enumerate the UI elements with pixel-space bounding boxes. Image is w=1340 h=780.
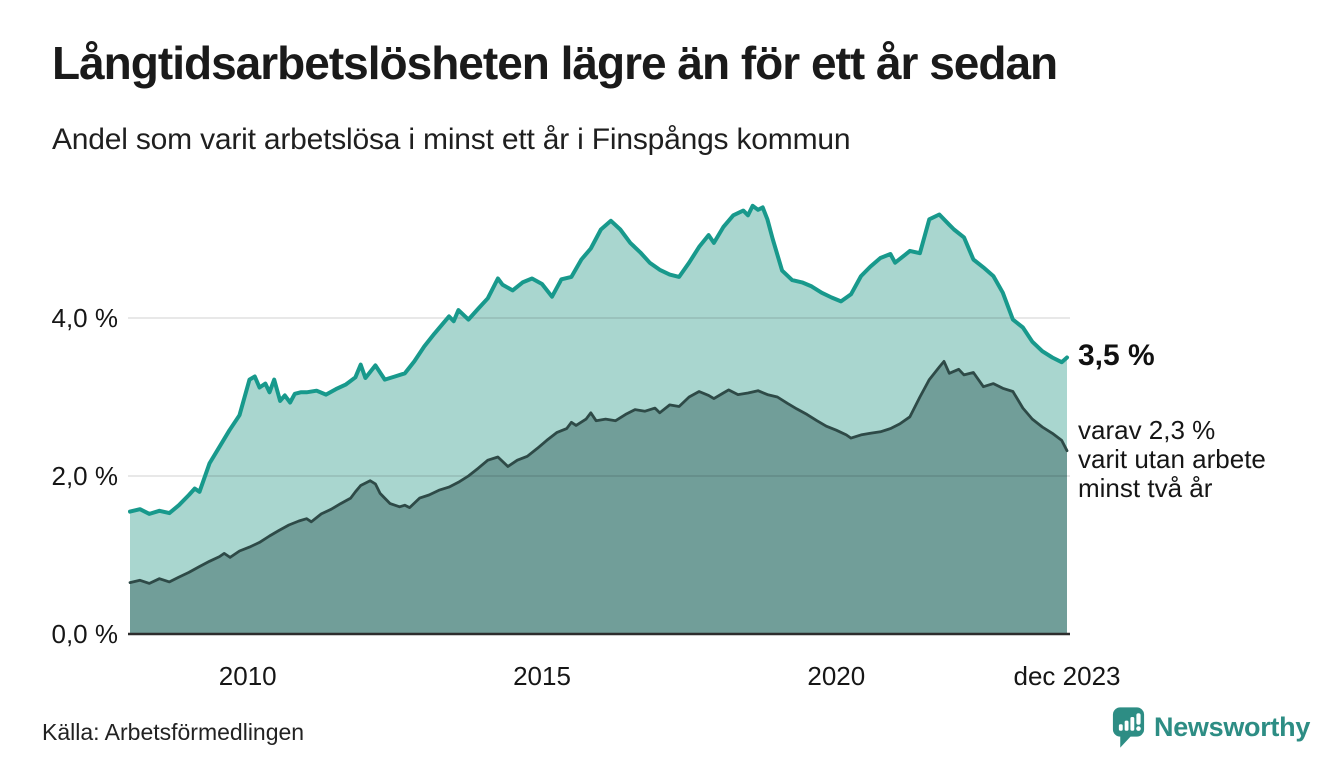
source-note: Källa: Arbetsförmedlingen [42,719,305,745]
at-least-one-year-line [128,203,1069,516]
at-least-two-years-line [128,360,1069,585]
y-tick-label: 0,0 % [51,619,119,649]
series-breakdown-label: varav 2,3 % varit utan arbete minst två … [1078,416,1266,503]
newsworthy-wordmark: Newsworthy [1154,712,1311,742]
x-tick-label: 2010 [218,661,277,691]
y-tick-label: 2,0 % [51,461,119,491]
x-tick-label: 2015 [513,661,571,691]
series-end-value-label: 3,5 % [1078,339,1155,372]
y-tick-label: 4,0 % [51,303,119,333]
newsworthy-icon [1112,707,1145,748]
breakdown-line: minst två år [1078,473,1213,503]
x-tick-label: dec 2023 [1013,661,1121,691]
x-tick-label: 2020 [807,661,866,691]
breakdown-line: varit utan arbete [1078,444,1266,474]
breakdown-line: varav 2,3 % [1078,415,1216,445]
chart-title: Långtidsarbetslösheten lägre än för ett … [52,37,1058,89]
chart-subtitle: Andel som varit arbetslösa i minst ett å… [52,123,851,156]
newsworthy-logo: Newsworthy [1112,706,1310,749]
